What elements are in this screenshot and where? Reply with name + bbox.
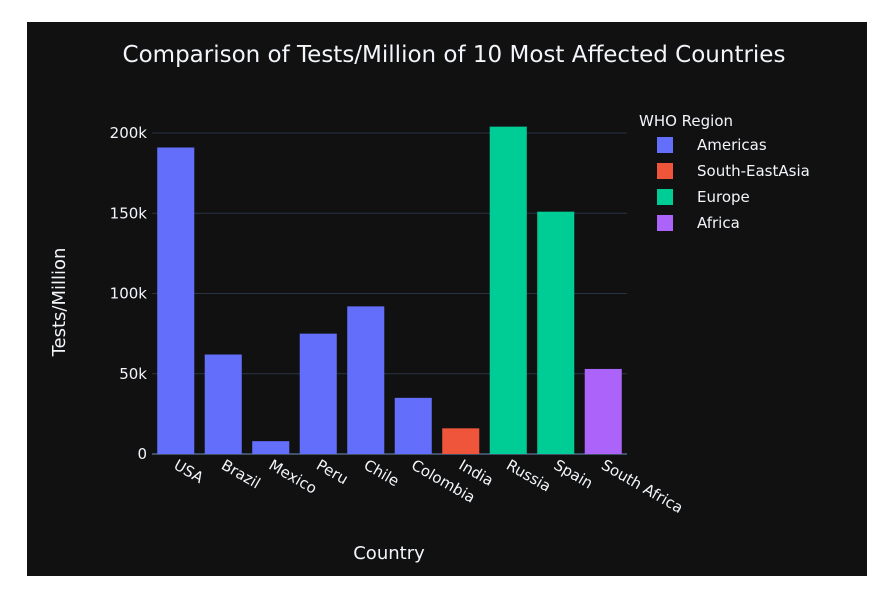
bar-spain[interactable] (537, 211, 575, 454)
y-tick-label: 50k (119, 365, 147, 383)
y-tick-label: 100k (110, 285, 148, 303)
legend-item[interactable]: South-EastAsia (657, 162, 810, 180)
legend-label: South-EastAsia (697, 162, 810, 180)
y-tick-label: 200k (110, 124, 148, 142)
bars (157, 126, 622, 454)
bar-colombia[interactable] (394, 397, 432, 454)
x-tick-label: Russia (503, 456, 554, 496)
bar-brazil[interactable] (204, 354, 242, 454)
chart-title: Comparison of Tests/Million of 10 Most A… (123, 42, 786, 68)
x-tick-label: Spain (551, 456, 596, 493)
legend-swatch (657, 163, 673, 179)
y-axis-ticks: 0 50k 100k 150k 200k (110, 124, 148, 463)
legend-items: Americas South-EastAsia Europe Africa (657, 136, 810, 232)
y-axis-title: Tests/Million (49, 248, 70, 358)
legend-title: WHO Region (639, 112, 733, 130)
bar-peru[interactable] (299, 333, 337, 454)
x-tick-label: Chile (361, 456, 403, 490)
x-tick-label: Brazil (218, 456, 263, 493)
legend-label: Africa (697, 214, 740, 232)
legend-swatch (657, 137, 673, 153)
legend-item[interactable]: Africa (657, 214, 740, 232)
legend: WHO Region AmericasSouth-EastAsiaEuropeA… (639, 112, 810, 232)
x-axis-title: Country (353, 543, 425, 564)
bar-mexico[interactable] (252, 441, 290, 454)
legend-label: Americas (697, 136, 767, 154)
bar-russia[interactable] (489, 126, 527, 454)
legend-label: Europe (697, 188, 750, 206)
x-tick-label: South Africa (598, 456, 686, 517)
bar-usa[interactable] (157, 147, 195, 454)
bar-south-africa[interactable] (584, 368, 622, 454)
bar-india[interactable] (442, 428, 480, 454)
y-tick-label: 150k (110, 204, 148, 222)
x-tick-label: Mexico (266, 456, 320, 498)
legend-swatch (657, 189, 673, 205)
chart-container: Comparison of Tests/Million of 10 Most A… (27, 22, 867, 576)
legend-swatch (657, 215, 673, 231)
y-tick-label: 0 (137, 445, 147, 463)
legend-item[interactable]: Europe (657, 188, 750, 206)
legend-item[interactable]: Americas (657, 136, 767, 154)
x-tick-label: USA (171, 456, 208, 487)
chart-svg: Comparison of Tests/Million of 10 Most A… (49, 42, 810, 564)
bar-chile[interactable] (347, 306, 385, 454)
